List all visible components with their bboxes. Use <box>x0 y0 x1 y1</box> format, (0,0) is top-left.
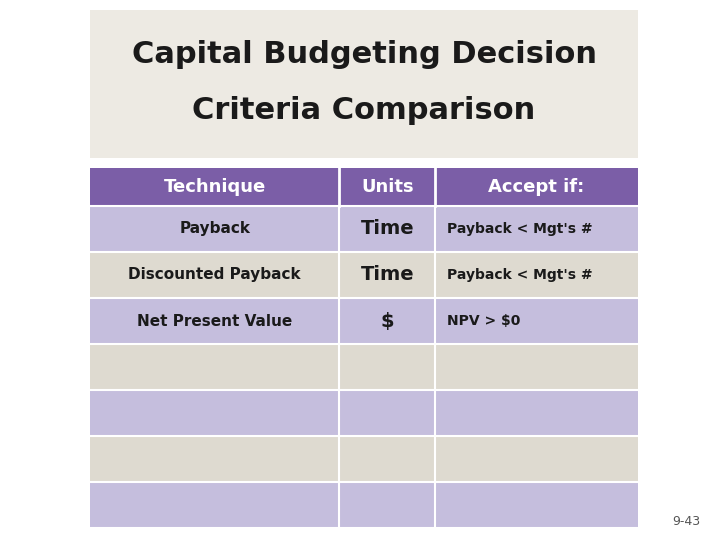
Text: Payback: Payback <box>179 221 250 237</box>
Text: Payback < Mgt's #: Payback < Mgt's # <box>447 222 593 236</box>
Text: Criteria Comparison: Criteria Comparison <box>192 96 536 125</box>
Bar <box>90 252 638 298</box>
Bar <box>90 436 638 482</box>
Text: Accept if:: Accept if: <box>488 178 585 196</box>
Text: NPV > $0: NPV > $0 <box>447 314 521 328</box>
Text: Time: Time <box>361 266 414 285</box>
Text: $: $ <box>380 312 394 330</box>
Bar <box>90 10 638 158</box>
Text: Payback < Mgt's #: Payback < Mgt's # <box>447 268 593 282</box>
Text: Net Present Value: Net Present Value <box>137 314 292 328</box>
Text: 9-43: 9-43 <box>672 515 700 528</box>
Bar <box>90 482 638 528</box>
Bar <box>90 344 638 390</box>
Text: Discounted Payback: Discounted Payback <box>128 267 301 282</box>
Text: Capital Budgeting Decision: Capital Budgeting Decision <box>132 40 596 69</box>
Bar <box>90 206 638 252</box>
Bar <box>90 168 638 206</box>
Text: Technique: Technique <box>163 178 266 196</box>
Text: Time: Time <box>361 219 414 239</box>
Text: Units: Units <box>361 178 413 196</box>
Bar <box>90 390 638 436</box>
Bar <box>90 298 638 344</box>
